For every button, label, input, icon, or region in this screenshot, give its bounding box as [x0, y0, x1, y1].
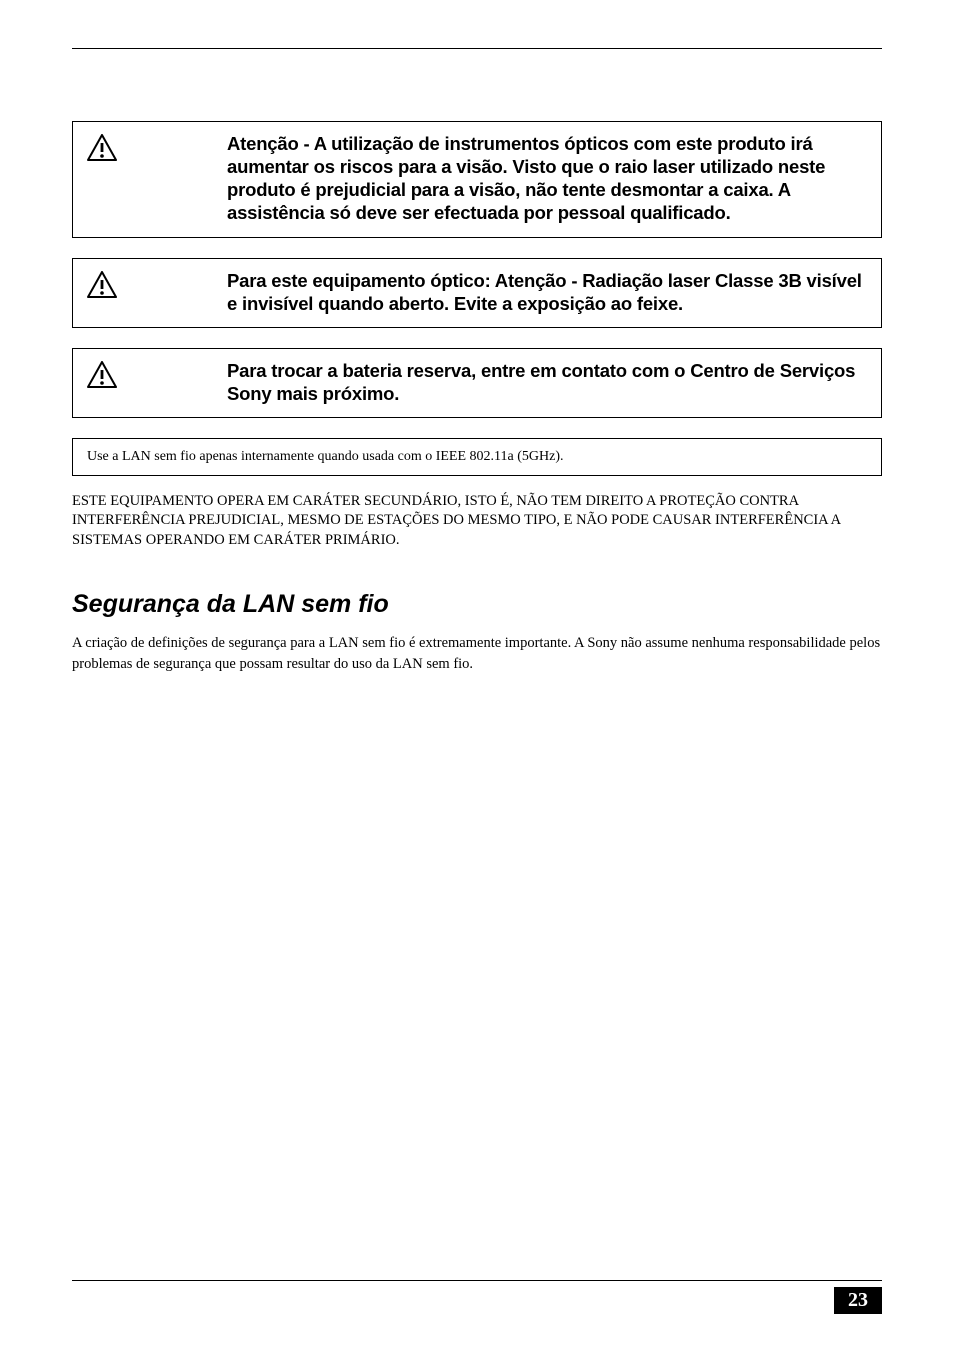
warning-triangle-icon	[87, 134, 117, 161]
page-number-badge: 23	[834, 1287, 882, 1314]
page-footer: 23	[72, 1280, 882, 1314]
warning-triangle-icon	[87, 271, 117, 298]
top-rule	[72, 48, 882, 49]
footer-rule	[72, 1280, 882, 1281]
section-heading: Segurança da LAN sem fio	[72, 590, 882, 619]
footer-row: 23	[72, 1287, 882, 1314]
warning-icon-cell	[87, 359, 227, 405]
body-paragraph: A criação de definições de segurança par…	[72, 633, 882, 674]
warning-box: Para trocar a bateria reserva, entre em …	[72, 348, 882, 418]
warning-text: Atenção - A utilização de instrumentos ó…	[227, 132, 867, 225]
warning-box: Atenção - A utilização de instrumentos ó…	[72, 121, 882, 238]
warning-text: Para este equipamento óptico: Atenção - …	[227, 269, 867, 315]
regulatory-caps-paragraph: ESTE EQUIPAMENTO OPERA EM CARÁTER SECUND…	[72, 492, 882, 551]
page-content: Atenção - A utilização de instrumentos ó…	[0, 0, 954, 714]
warning-icon-cell	[87, 269, 227, 315]
warning-text: Para trocar a bateria reserva, entre em …	[227, 359, 867, 405]
warning-triangle-icon	[87, 361, 117, 388]
info-box: Use a LAN sem fio apenas internamente qu…	[72, 438, 882, 476]
warning-icon-cell	[87, 132, 227, 225]
warning-box: Para este equipamento óptico: Atenção - …	[72, 258, 882, 328]
